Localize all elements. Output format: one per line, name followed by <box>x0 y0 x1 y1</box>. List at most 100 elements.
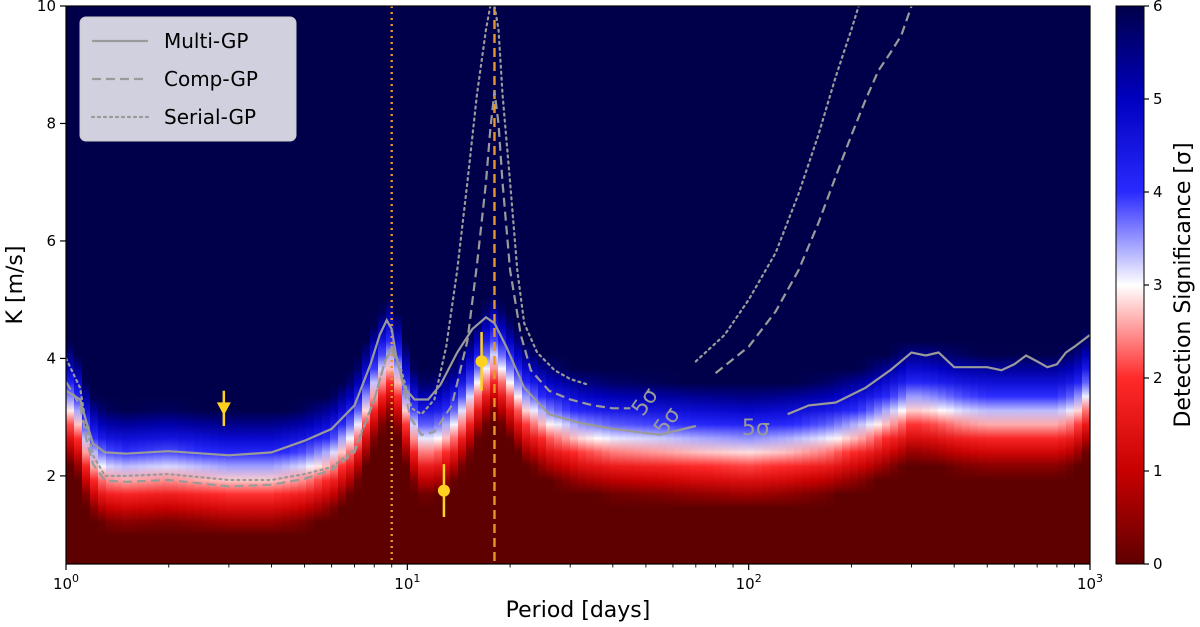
heatmap-cell <box>586 6 595 564</box>
heatmap-cell <box>898 6 907 564</box>
heatmap-cell <box>274 6 283 564</box>
heatmap-cell <box>938 6 947 564</box>
heatmap-cell <box>842 6 851 564</box>
heatmap-cell <box>946 6 955 564</box>
heatmap-cell <box>634 6 643 564</box>
heatmap-cell <box>98 6 107 564</box>
plot-frame <box>65 5 1091 565</box>
y-tick-label: 2 <box>46 467 56 485</box>
x-tick-label: 100 <box>53 572 79 593</box>
heatmap-cell <box>114 6 123 564</box>
heatmap-cell <box>778 6 787 564</box>
heatmap-cell <box>218 6 227 564</box>
colorbar-tick-label: 3 <box>1153 276 1163 294</box>
heatmap-cell <box>1066 6 1075 564</box>
heatmap-cell <box>1082 6 1090 564</box>
heatmap-cell <box>954 6 963 564</box>
heatmap-cell <box>1010 6 1019 564</box>
heatmap-cell <box>90 6 99 564</box>
y-tick-label: 10 <box>37 0 56 15</box>
heatmap-cell <box>770 6 779 564</box>
heatmap-cell <box>410 6 419 564</box>
vertical-lines <box>390 6 496 564</box>
heatmap-cell <box>186 6 195 564</box>
data-points <box>216 331 488 518</box>
heatmap-cell <box>570 6 579 564</box>
heatmap-cell <box>562 6 571 564</box>
colorbar <box>1115 5 1145 565</box>
series-multi-gp <box>66 315 697 457</box>
heatmap-cell <box>370 6 379 564</box>
heatmap-cell <box>658 6 667 564</box>
heatmap-cell <box>1058 6 1067 564</box>
heatmap-cell <box>994 6 1003 564</box>
heatmap-cell <box>1002 6 1011 564</box>
heatmap-cell <box>306 6 315 564</box>
heatmap-cell <box>282 6 291 564</box>
heatmap-cell <box>578 6 587 564</box>
heatmap-cell <box>538 6 547 564</box>
heatmap-cell <box>666 6 675 564</box>
heatmap-cell <box>1034 6 1043 564</box>
heatmap-cell <box>818 6 827 564</box>
heatmap-cell <box>970 6 979 564</box>
heatmap-cell <box>882 6 891 564</box>
x-axis-label: Period [days] <box>506 598 651 623</box>
heatmap-cell <box>802 6 811 564</box>
heatmap-cell <box>498 6 507 564</box>
heatmap-cell <box>1018 6 1027 564</box>
heatmap-cell <box>890 6 899 564</box>
heatmap-cell <box>698 6 707 564</box>
heatmap-cell <box>506 6 515 564</box>
colorbar-label: Detection Significance [σ] <box>1171 142 1196 427</box>
heatmap-cell <box>722 6 731 564</box>
heatmap-cell <box>330 6 339 564</box>
heatmap-cell <box>170 6 179 564</box>
heatmap-cell <box>130 6 139 564</box>
y-axis: 2 4 6 8 10 <box>37 0 66 485</box>
heatmap-cell <box>378 6 387 564</box>
heatmap-cell <box>834 6 843 564</box>
x-tick-label: 102 <box>736 572 762 593</box>
heatmap-cell <box>258 6 267 564</box>
legend-label: Serial-GP <box>164 105 256 129</box>
heatmap-cell <box>650 6 659 564</box>
series-comp-gp-long-period <box>714 6 913 374</box>
heatmap-cell <box>554 6 563 564</box>
heatmap-cell <box>354 6 363 564</box>
contour-curves <box>66 6 1090 488</box>
heatmap-cell <box>122 6 131 564</box>
y-tick-label: 4 <box>46 349 56 367</box>
legend-label: Multi-GP <box>164 29 248 53</box>
heatmap-cell <box>162 6 171 564</box>
heatmap-cell <box>434 6 443 564</box>
x-axis: 100 101 102 103 <box>53 564 1103 593</box>
heatmap-cell <box>1026 6 1035 564</box>
heatmap-cell <box>738 6 747 564</box>
heatmap-cell <box>762 6 771 564</box>
heatmap <box>66 6 1090 564</box>
heatmap-cell <box>930 6 939 564</box>
heatmap-cell <box>626 6 635 564</box>
heatmap-cell <box>234 6 243 564</box>
heatmap-cell <box>362 6 371 564</box>
heatmap-cell <box>594 6 603 564</box>
heatmap-cell <box>602 6 611 564</box>
legend-box <box>79 16 297 142</box>
heatmap-cell <box>314 6 323 564</box>
upper-limit-marker <box>216 402 231 416</box>
heatmap-cell <box>474 6 483 564</box>
colorbar-tick-label: 2 <box>1153 369 1163 387</box>
heatmap-cell <box>322 6 331 564</box>
heatmap-cell <box>250 6 259 564</box>
heatmap-cell <box>826 6 835 564</box>
heatmap-cell <box>402 6 411 564</box>
heatmap-cell <box>674 6 683 564</box>
heatmap-cell <box>82 6 91 564</box>
heatmap-cell <box>730 6 739 564</box>
heatmap-cell <box>418 6 427 564</box>
heatmap-cell <box>714 6 723 564</box>
colorbar-tick-label: 6 <box>1153 0 1163 15</box>
heatmap-cell <box>618 6 627 564</box>
